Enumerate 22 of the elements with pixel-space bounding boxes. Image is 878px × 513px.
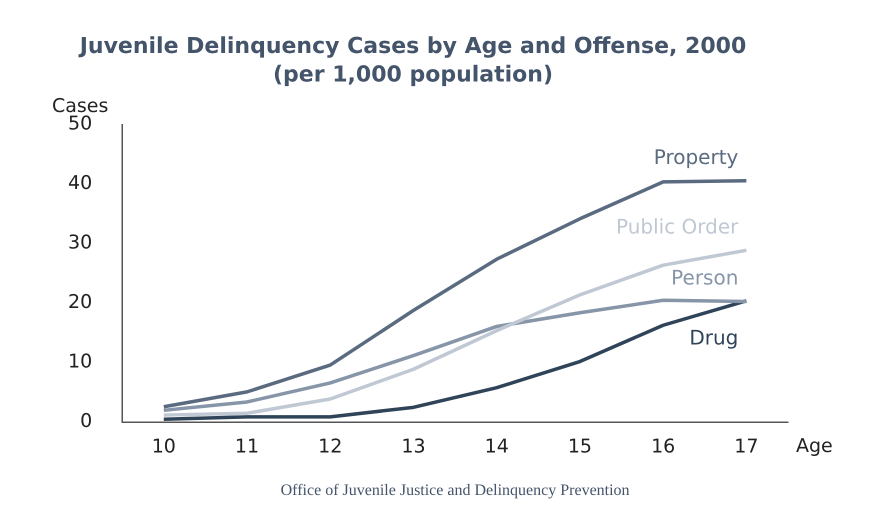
x-axis-title: Age	[796, 435, 833, 458]
y-tick-label: 40	[68, 172, 92, 194]
series-label: Property	[654, 144, 739, 169]
series-label: Public Order	[616, 214, 740, 239]
x-tick-label: 13	[401, 436, 426, 458]
chart-subtitle: (per 1,000 population)	[272, 62, 554, 88]
y-tick-label: 50	[68, 112, 92, 135]
text: Office of Juvenile Justice and Delinquency Prevention	[280, 482, 630, 500]
x-tick-label: 17	[734, 436, 758, 458]
x-tick-label: 15	[568, 436, 592, 458]
y-tick-label: 30	[68, 232, 92, 254]
x-tick-label: 14	[484, 436, 509, 458]
chart-title: Juvenile Delinquency Cases by Age and Offense, 2000	[78, 34, 746, 59]
y-tick-label: 20	[68, 291, 92, 314]
y-tick-label: 10	[68, 350, 92, 373]
x-tick-label: 10	[152, 436, 176, 458]
series-label: Person	[671, 266, 738, 290]
x-tick-label: 16	[651, 436, 676, 458]
y-tick-label: 0	[80, 410, 92, 432]
x-tick-label: 12	[318, 436, 342, 458]
x-tick-label: 11	[234, 436, 260, 458]
series-label: Drug	[689, 325, 738, 350]
